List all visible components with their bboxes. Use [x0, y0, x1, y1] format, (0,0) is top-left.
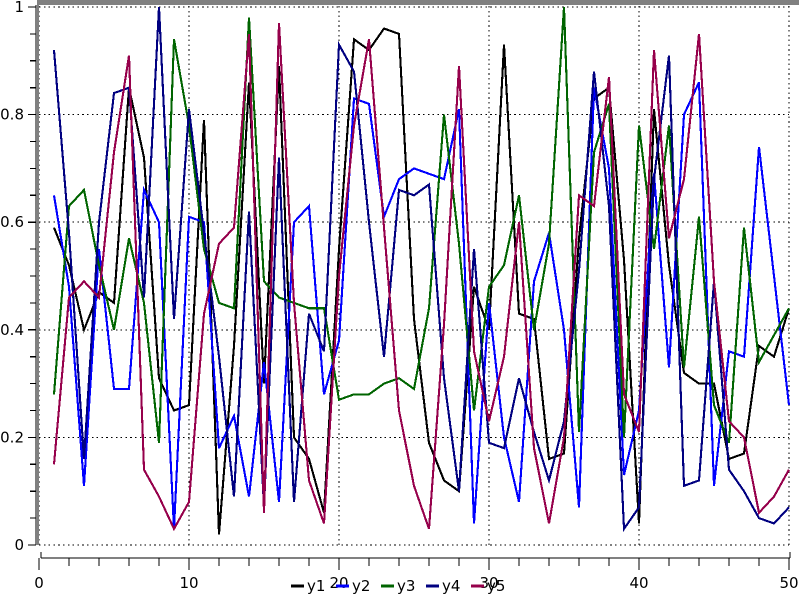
- legend-item-y2[interactable]: y2: [336, 577, 370, 595]
- legend-label-y2: y2: [352, 577, 370, 595]
- x-tick-label: 50: [779, 574, 798, 592]
- x-tick-label: 20: [329, 574, 348, 592]
- legend-label-y1: y1: [307, 577, 325, 595]
- legend-item-y5[interactable]: y5: [471, 577, 505, 595]
- series-line-y4: [52, 6, 790, 532]
- legend-label-y4: y4: [442, 577, 460, 595]
- series-line-y1: [53, 27, 791, 535]
- y-tick-label: 0.4: [0, 321, 24, 339]
- x-axis-tick-labels: 0 10 20 30 40 50: [34, 574, 798, 592]
- series-line-y3: [52, 6, 790, 444]
- x-tick-label: 40: [629, 574, 648, 592]
- axes: [35, 0, 799, 559]
- y-tick-label: 0: [14, 536, 24, 554]
- legend-item-y3[interactable]: y3: [381, 577, 415, 595]
- plot-frame-top: [38, 0, 799, 5]
- legend-item-y4[interactable]: y4: [426, 577, 460, 595]
- x-tick-label: 10: [179, 574, 198, 592]
- y-tick-label: 0.8: [0, 106, 24, 124]
- y-axis-tick-labels: 0 0.2 0.4 0.6 0.8 1: [0, 0, 24, 554]
- y-tick-label: 1: [14, 0, 24, 16]
- y-tick-label: 0.6: [0, 213, 24, 231]
- y-tick-label: 0.2: [0, 428, 24, 446]
- data-series: [52, 6, 791, 535]
- legend-label-y3: y3: [397, 577, 415, 595]
- series-line-y5: [52, 23, 790, 532]
- x-tick-label: 0: [34, 574, 44, 592]
- chart-legend: y1 y2 y3 y4 y5: [291, 577, 505, 595]
- legend-item-y1[interactable]: y1: [291, 577, 325, 595]
- series-line-y2: [52, 81, 791, 529]
- x-tick-label: 30: [479, 574, 498, 592]
- tick-marks: [28, 6, 790, 570]
- legend-label-y5: y5: [487, 577, 505, 595]
